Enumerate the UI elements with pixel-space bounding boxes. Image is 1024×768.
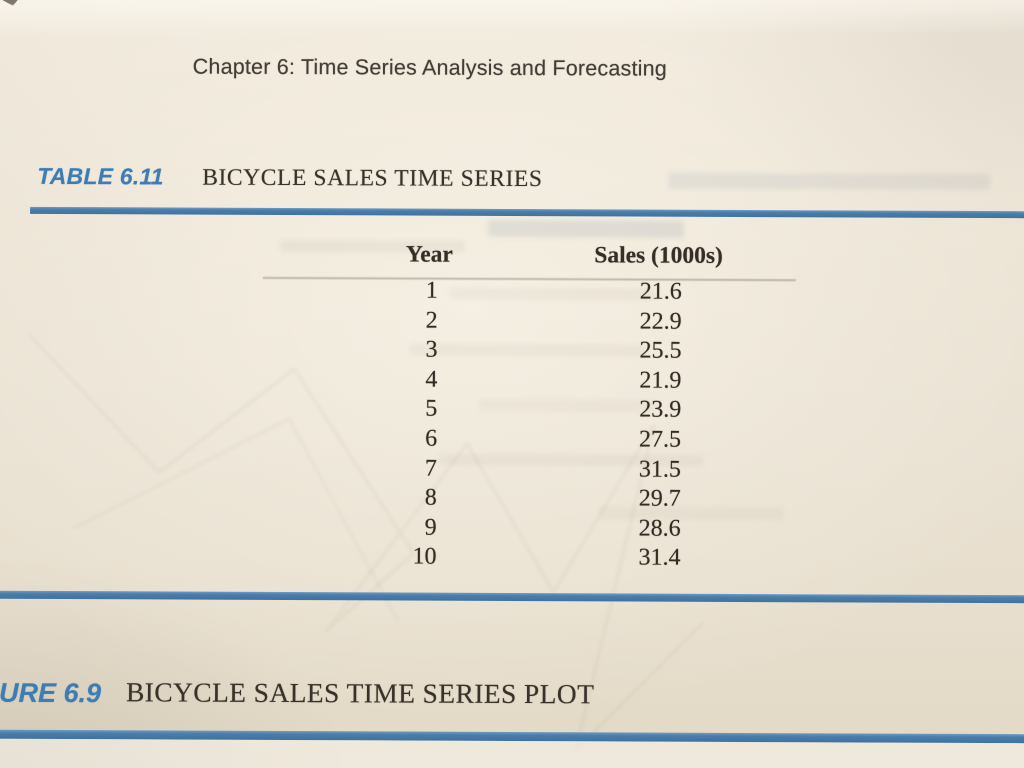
year-cell: 3	[425, 336, 438, 363]
chapter-running-head: Chapter 6: Time Series Analysis and Fore…	[192, 54, 668, 81]
table-row: 8 29.7	[0, 482, 1024, 516]
sales-cell: 28.6	[638, 515, 681, 542]
column-header-sales: Sales (1000s)	[594, 242, 723, 269]
year-cell: 2	[425, 307, 438, 334]
table-row: 9 28.6	[0, 511, 1024, 545]
sales-cell: 21.9	[639, 367, 682, 394]
table-row: 6 27.5	[0, 423, 1024, 457]
year-cell: 10	[412, 543, 437, 570]
table-row: 5 23.9	[0, 393, 1024, 427]
figure-label: GURE 6.9	[0, 677, 102, 709]
year-cell: 9	[424, 514, 437, 541]
bleedthrough-text-smudge	[668, 172, 991, 191]
table-row: 2 22.9	[0, 304, 1024, 338]
figure-title: BICYCLE SALES TIME SERIES PLOT	[125, 676, 595, 710]
table-row: 3 25.5	[0, 334, 1024, 368]
year-cell: 4	[425, 366, 438, 393]
column-header-year: Year	[405, 241, 453, 268]
sales-cell: 25.5	[639, 337, 682, 364]
year-cell: 6	[425, 425, 438, 452]
table-body: 1 21.6 2 22.9 3 25.5 4 21.9 5 23.9 6 27.…	[0, 275, 1024, 576]
table-row: 4 21.9	[0, 363, 1024, 397]
year-cell: 5	[425, 395, 438, 423]
year-cell: 7	[424, 455, 438, 482]
sales-cell: 23.9	[639, 396, 682, 424]
year-cell: 8	[424, 484, 437, 511]
sales-cell: 31.5	[638, 456, 682, 483]
table-row: 10 31.4	[0, 541, 1024, 575]
page-bottom-edge	[0, 738, 1024, 768]
table-row: 7 31.5	[0, 452, 1024, 486]
sales-cell: 29.7	[638, 485, 681, 512]
bleedthrough-text-smudge	[487, 219, 685, 238]
table-row: 1 21.6	[0, 275, 1024, 309]
year-cell: 1	[425, 277, 438, 304]
table-title: BICYCLE SALES TIME SERIES	[202, 164, 543, 193]
table-label: TABLE 6.11	[37, 162, 164, 190]
sales-cell: 31.4	[638, 544, 681, 572]
sales-cell: 27.5	[639, 426, 682, 453]
sales-cell: 22.9	[639, 308, 682, 335]
sales-cell: 21.6	[639, 278, 682, 305]
